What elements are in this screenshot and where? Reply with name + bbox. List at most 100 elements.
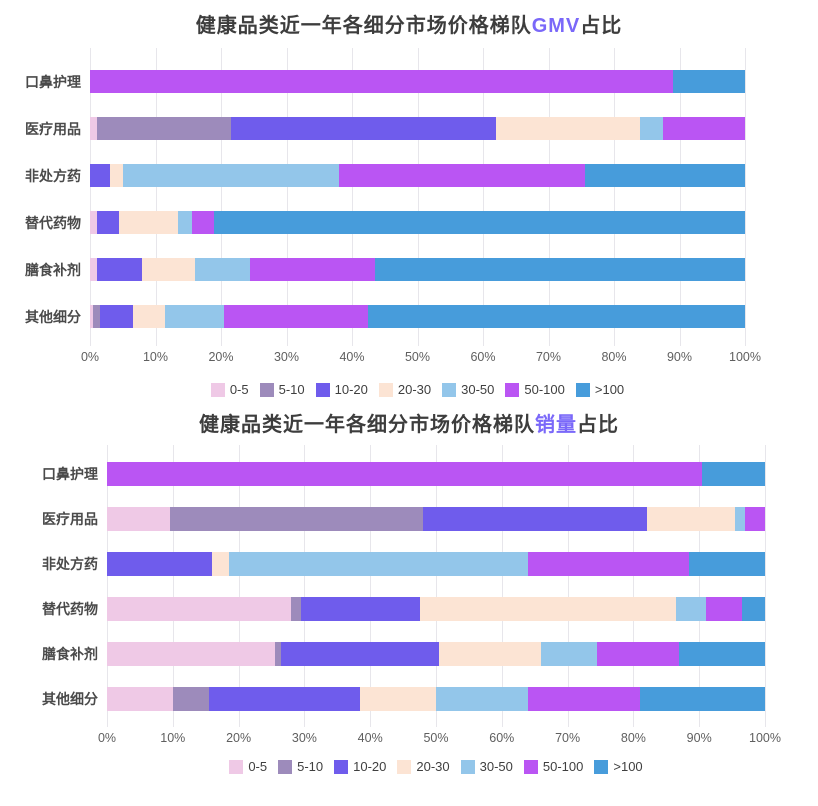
- bar-row: [90, 199, 745, 246]
- gridline: [107, 445, 108, 727]
- legend-item: 30-50: [460, 759, 513, 774]
- gridline: [699, 445, 701, 727]
- bar-segment-50-100: [224, 305, 369, 328]
- gridline: [745, 48, 746, 346]
- category-label: 替代药物: [42, 600, 98, 617]
- title-prefix: 健康品类近一年各细分市场价格梯队: [195, 15, 532, 37]
- legend-label: 0-5: [229, 382, 249, 397]
- legend-label: 10-20: [353, 759, 387, 774]
- legend-swatch: [278, 759, 293, 774]
- x-tick-label: 100%: [729, 350, 761, 364]
- bar-row: [107, 496, 765, 541]
- title-suffix: 占比: [580, 15, 623, 37]
- bar-segment-50-100: [107, 461, 703, 486]
- legend-label: 10-20: [334, 382, 368, 397]
- bar-segment-30-50: [228, 551, 529, 576]
- gridline: [304, 445, 306, 727]
- bar-segment-10-20: [281, 641, 440, 666]
- bar-segment-0-5: [90, 211, 97, 234]
- legend-swatch: [210, 382, 225, 397]
- sales-chart-title: 健康品类近一年各细分市场价格梯队销量占比: [0, 411, 818, 439]
- bar-segment-50-100: [528, 686, 640, 711]
- legend-swatch: [378, 382, 393, 397]
- bar-segment-10-20: [301, 596, 420, 621]
- gridline: [633, 445, 635, 727]
- bar-segment-5-10: [93, 305, 100, 328]
- bar-row: [90, 246, 745, 293]
- stacked-bar: [107, 686, 765, 711]
- category-labels: 口鼻护理 医疗用品 非处方药 替代药物 膳食补剂 其他细分: [0, 445, 107, 727]
- bar-segment-30-50: [541, 641, 598, 666]
- legend-swatch: [460, 759, 475, 774]
- bar-segment-50-100: [528, 551, 690, 576]
- bar-segment-20-30: [142, 258, 195, 281]
- gridline: [567, 445, 569, 727]
- sales-share-chart: 健康品类近一年各细分市场价格梯队销量占比 口鼻护理 医疗用品 非处方药 替代药物 膳食补…: [0, 411, 818, 774]
- gridline: [221, 48, 222, 346]
- legend-swatch: [334, 759, 349, 774]
- bar-segment->100: [741, 596, 765, 621]
- x-tick-label: 0%: [80, 350, 100, 364]
- bar-row: [107, 631, 765, 676]
- bar-segment-10-20: [90, 164, 110, 187]
- x-tick-label: 20%: [208, 350, 234, 364]
- category-label: 其他细分: [25, 308, 81, 325]
- category-label: 医疗用品: [42, 510, 98, 527]
- plot-wrap: 口鼻护理 医疗用品 非处方药 替代药物 膳食补剂 其他细分: [0, 445, 818, 727]
- x-tick-label: 50%: [404, 350, 431, 364]
- legend-label: >100: [594, 382, 625, 397]
- x-axis: 0% 10% 20% 30% 40% 50% 60% 70% 80% 90% 100%: [0, 346, 818, 366]
- legend-item: 20-30: [397, 759, 450, 774]
- legend-swatch: [594, 759, 609, 774]
- bar-row: [90, 105, 745, 152]
- legend: 0-5 5-10 10-20 20-30 30-50 50-100 >100: [107, 759, 765, 774]
- x-axis: 0% 10% 20% 30% 40% 50% 60% 70% 80% 90% 100%: [0, 727, 818, 747]
- category-label: 膳食补剂: [42, 645, 98, 662]
- gridline: [172, 445, 174, 727]
- bar-segment-20-30: [212, 551, 229, 576]
- bar-row: [90, 58, 745, 105]
- legend-label: 5-10: [278, 382, 305, 397]
- legend-item: 50-100: [505, 382, 565, 397]
- bar-segment-30-50: [435, 686, 529, 711]
- bar-segment-50-100: [745, 506, 765, 531]
- legend-label: 30-50: [461, 382, 495, 397]
- bar-row: [90, 152, 745, 199]
- gridline: [370, 445, 372, 727]
- legend-item: 10-20: [315, 382, 368, 397]
- x-tick-label: 70%: [555, 731, 581, 745]
- bar-segment-20-30: [646, 506, 736, 531]
- x-tick-label: 40%: [339, 350, 365, 364]
- category-label: 非处方药: [42, 555, 98, 572]
- title-highlight-sales: 销量: [535, 414, 577, 436]
- bar-segment-50-100: [90, 70, 673, 93]
- bar-segment-30-50: [165, 305, 225, 328]
- stacked-bar: [107, 461, 765, 486]
- x-tick-label: 80%: [620, 731, 646, 745]
- bar-segment-5-10: [274, 641, 282, 666]
- stacked-bar: [107, 596, 765, 621]
- x-tick-label: 80%: [601, 350, 627, 364]
- gridline: [436, 445, 437, 727]
- stacked-bar: [90, 305, 745, 328]
- category-label: 替代药物: [25, 214, 81, 231]
- bar-segment-20-30: [119, 211, 179, 234]
- legend-label: >100: [613, 759, 643, 774]
- bar-segment-30-50: [122, 164, 339, 187]
- gridline: [417, 48, 419, 346]
- bar-segment-20-30: [439, 641, 542, 666]
- bar-segment->100: [679, 641, 765, 666]
- bar-segment-0-5: [107, 596, 292, 621]
- bar-segment-20-30: [132, 305, 166, 328]
- legend-swatch: [575, 382, 590, 397]
- category-labels: 口鼻护理 医疗用品 非处方药 替代药物 膳食补剂 其他细分: [0, 48, 90, 346]
- title-highlight-gmv: GMV: [531, 15, 581, 37]
- gridline: [483, 48, 484, 346]
- plot-grid: [107, 445, 766, 727]
- bar-segment-10-20: [96, 258, 143, 281]
- gridline: [548, 48, 550, 346]
- x-tick-label: 90%: [666, 350, 693, 364]
- bar-segment-20-30: [419, 596, 677, 621]
- gmv-share-chart: 健康品类近一年各细分市场价格梯队GMV占比 口鼻护理 医疗用品 非处方药 替代药物 膳食…: [0, 0, 818, 397]
- legend-label: 20-30: [416, 759, 450, 774]
